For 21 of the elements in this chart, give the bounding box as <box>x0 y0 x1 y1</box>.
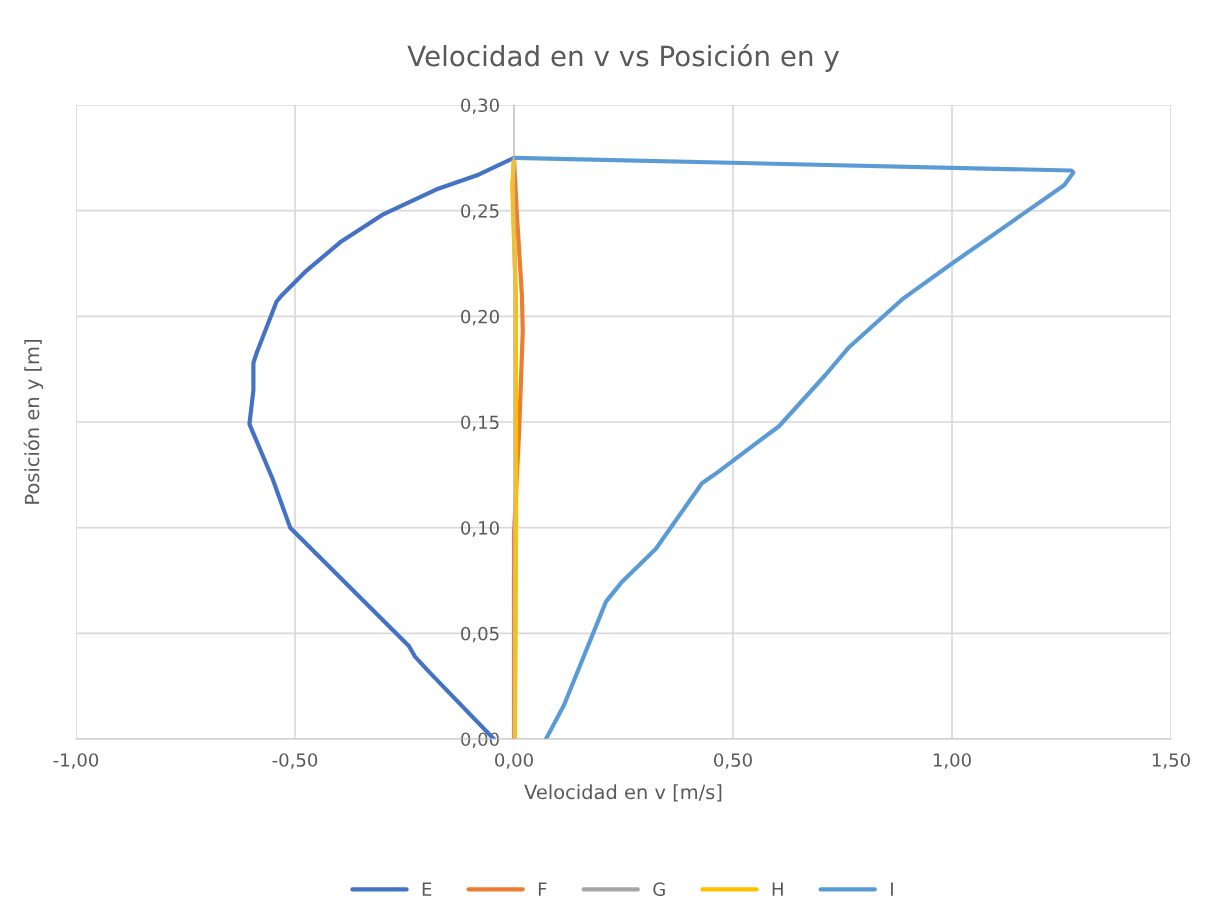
legend-label: F <box>538 882 547 896</box>
y-tick-label: 0,10 <box>461 521 499 537</box>
line-series <box>511 155 1076 739</box>
x-tick-label: 0,50 <box>714 753 752 769</box>
y-tick-label: 0,05 <box>461 626 499 643</box>
x-tick-label: -1,00 <box>53 753 99 769</box>
y-axis-title: Posición en y [m] <box>23 340 44 504</box>
legend-label: E <box>422 882 432 896</box>
y-tick-label: 0,15 <box>461 415 499 431</box>
x-axis-title: Velocidad en v [m/s] <box>524 784 722 802</box>
x-tick-label: 1,00 <box>933 753 971 769</box>
legend-label: H <box>772 882 783 896</box>
x-tick-label: 0,00 <box>495 753 533 769</box>
y-tick-label: 0,20 <box>461 309 499 326</box>
x-tick-label: -0,50 <box>272 753 318 769</box>
y-tick-label: 0,30 <box>461 98 499 114</box>
legend-label: G <box>653 882 665 897</box>
x-tick-label: 1,50 <box>1152 753 1190 769</box>
legend-label: I <box>891 882 893 896</box>
y-tick-label: 0,25 <box>461 204 499 220</box>
chart-title: Velocidad en v vs Posición en y <box>407 43 839 72</box>
